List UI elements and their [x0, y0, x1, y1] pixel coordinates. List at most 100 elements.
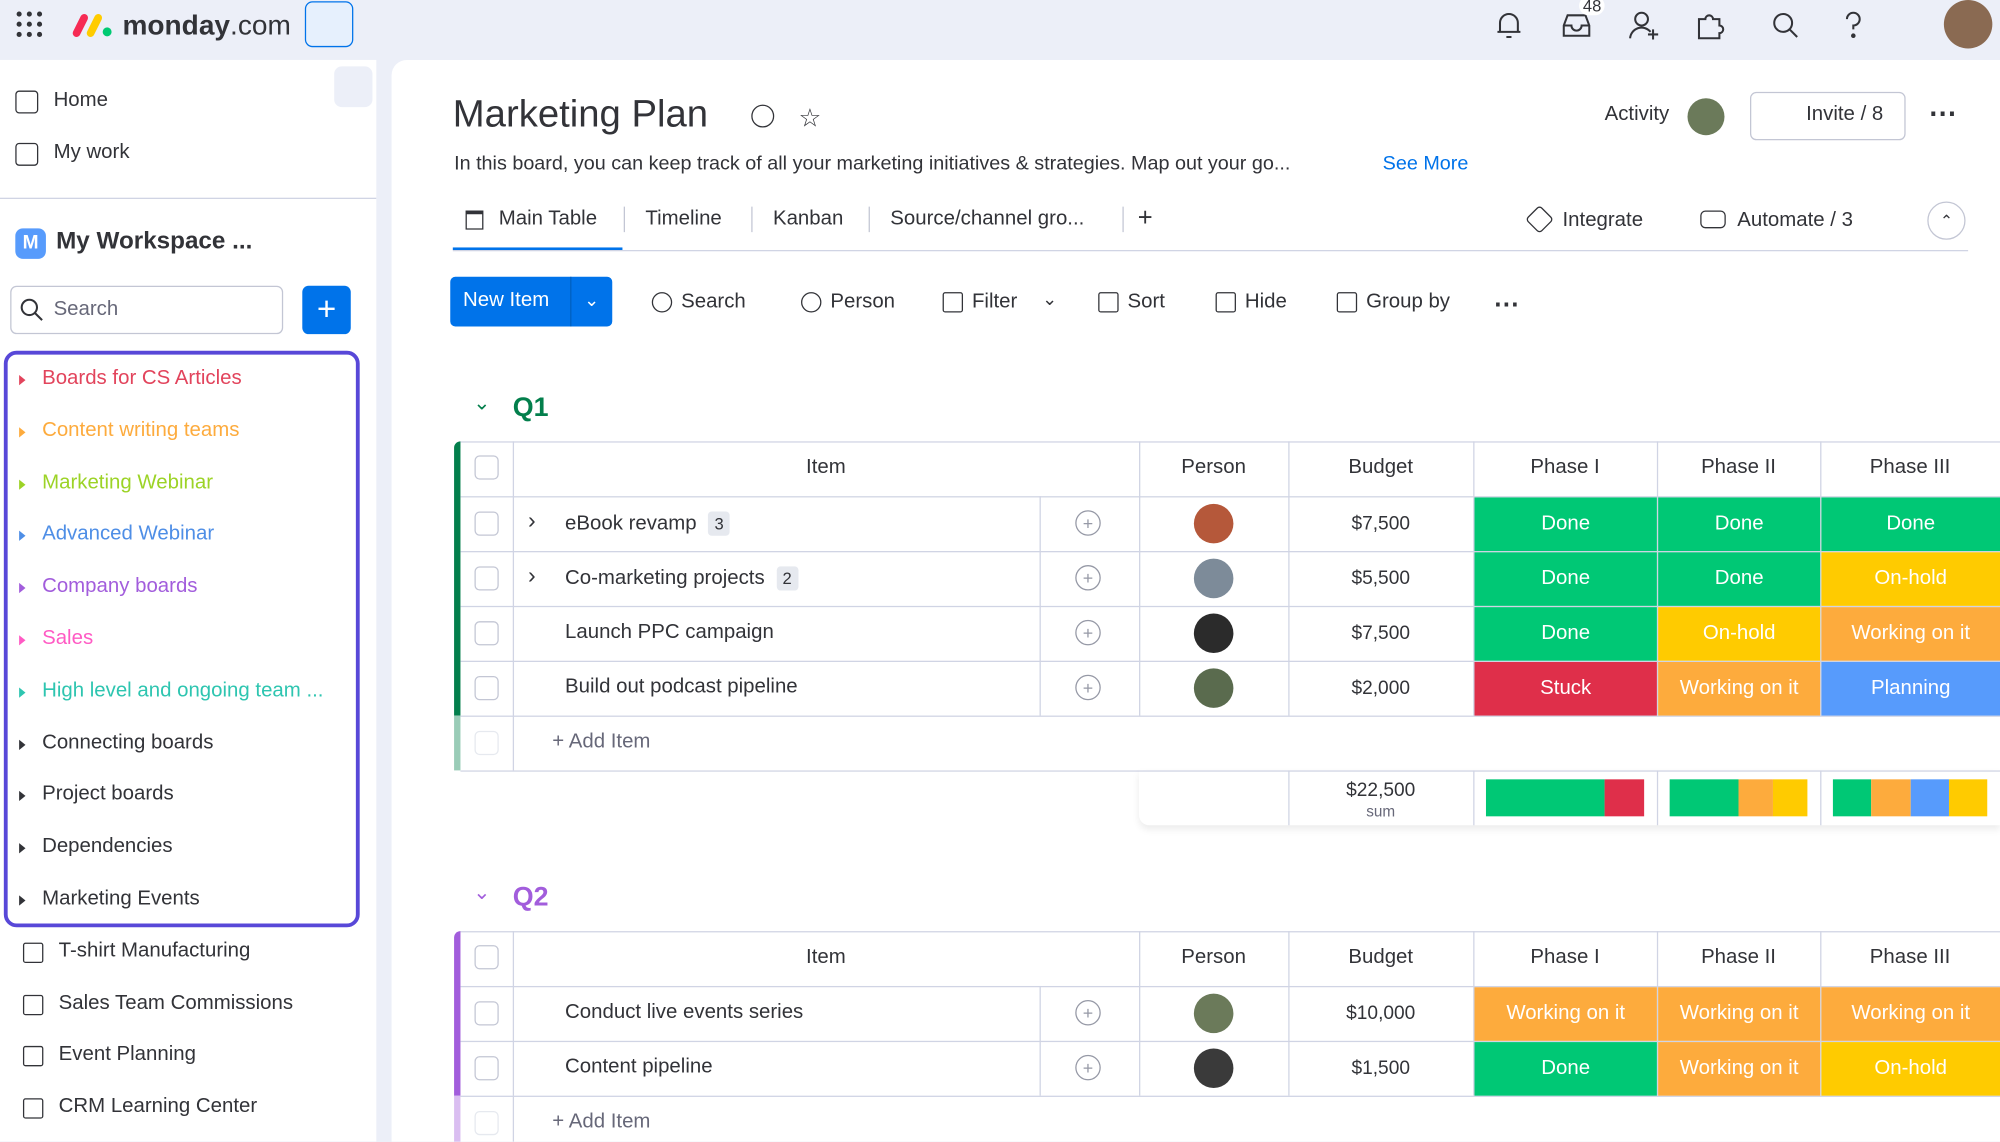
favorite-icon[interactable]: ☆	[798, 104, 822, 133]
folder-name[interactable]: Company boards	[42, 575, 198, 598]
activity[interactable]: Activity	[1604, 103, 1670, 125]
status-cell[interactable]: On-hold	[1821, 1042, 2000, 1096]
board-name[interactable]: Sales Team Commissions	[58, 991, 294, 1014]
apps-icon[interactable]	[13, 8, 46, 41]
add-view[interactable]: +	[1137, 204, 1153, 233]
status-cell[interactable]: Working on it	[1474, 987, 1657, 1041]
expand-subitems[interactable]: ›	[528, 507, 536, 534]
see-more[interactable]: See More	[1382, 153, 1469, 175]
row-checkbox[interactable]	[474, 621, 499, 646]
board-name[interactable]: T-shirt Manufacturing	[58, 940, 251, 962]
new-item-button[interactable]	[450, 276, 613, 327]
nav-item[interactable]: My work	[53, 141, 130, 164]
status-cell[interactable]: Working on it	[1658, 1042, 1821, 1096]
item-name: eBook revamp	[565, 512, 697, 534]
add-update-icon[interactable]: +	[1075, 999, 1101, 1026]
group-name[interactable]: Q2	[512, 882, 549, 912]
toolbar-action[interactable]: Search	[681, 290, 746, 313]
status-cell[interactable]: Working on it	[1658, 661, 1821, 716]
folder-name[interactable]: Marketing Events	[42, 887, 200, 910]
status-cell[interactable]: On-hold	[1658, 607, 1821, 661]
folder-name[interactable]: Connecting boards	[42, 731, 214, 754]
status-cell[interactable]: Working on it	[1821, 987, 2000, 1041]
workspace-name[interactable]: My Workspace ...	[56, 228, 253, 256]
folder-name[interactable]: Advanced Webinar	[42, 523, 215, 546]
add-item[interactable]: + Add Item	[552, 730, 651, 753]
toolbar-action[interactable]: Filter	[971, 290, 1018, 313]
grid-line	[512, 441, 515, 716]
folder-name[interactable]: High level and ongoing team ...	[42, 679, 324, 702]
group-toggle[interactable]: ⌄	[473, 882, 491, 905]
toolbar-action[interactable]: Sort	[1127, 290, 1165, 313]
status-cell[interactable]: Done	[1821, 497, 2000, 552]
help-icon[interactable]	[1837, 9, 1870, 42]
toolbar-action[interactable]: Person	[830, 290, 896, 313]
row-checkbox[interactable]	[474, 676, 499, 701]
folder-name[interactable]: Sales	[42, 627, 94, 650]
add-update-icon[interactable]: +	[1075, 1054, 1101, 1081]
row-checkbox[interactable]	[474, 566, 499, 591]
board-name[interactable]: Event Planning	[58, 1043, 196, 1066]
add-update-icon[interactable]: +	[1075, 619, 1101, 646]
item-cell[interactable]: eBook revamp 3	[565, 511, 731, 536]
inbox-icon[interactable]	[1560, 9, 1593, 42]
row-checkbox[interactable]	[474, 1001, 499, 1026]
add-update-icon[interactable]: +	[1075, 565, 1101, 591]
invite-button[interactable]	[1749, 91, 1906, 141]
board-name[interactable]: CRM Learning Center	[58, 1095, 258, 1118]
collapse-header[interactable]: ⌃	[1927, 201, 1966, 240]
toolbar-action[interactable]: Hide	[1244, 290, 1287, 313]
status-cell[interactable]: Working on it	[1821, 607, 2000, 661]
add-button[interactable]: +	[302, 285, 351, 335]
status-cell[interactable]: Stuck	[1474, 661, 1657, 716]
folder-name[interactable]: Marketing Webinar	[42, 471, 213, 494]
status-cell[interactable]: Done	[1474, 1042, 1657, 1096]
status-cell[interactable]: Done	[1474, 497, 1657, 552]
row-checkbox[interactable]	[474, 1056, 499, 1081]
collapse-sidebar[interactable]	[334, 66, 373, 108]
add-update-icon[interactable]: +	[1075, 510, 1101, 536]
automate[interactable]: Automate / 3	[1737, 209, 1853, 231]
view-tab[interactable]: Main Table	[498, 207, 598, 230]
select-all-checkbox[interactable]	[474, 455, 499, 480]
search-box[interactable]	[10, 285, 284, 335]
item-cell[interactable]: Conduct live events series	[565, 1001, 803, 1024]
invite-member-icon[interactable]	[1628, 9, 1661, 42]
status-cell[interactable]: Working on it	[1658, 987, 1821, 1041]
view-tab[interactable]: Kanban	[772, 207, 844, 230]
status-cell[interactable]: Done	[1658, 552, 1821, 606]
status-cell[interactable]: On-hold	[1821, 552, 2000, 606]
add-item[interactable]: + Add Item	[552, 1110, 651, 1133]
folder-name[interactable]: Dependencies	[42, 835, 173, 858]
status-cell[interactable]: Planning	[1821, 661, 2000, 716]
view-tab[interactable]: Source/channel gro...	[890, 207, 1085, 230]
status-cell[interactable]: Done	[1474, 552, 1657, 606]
item-cell[interactable]: Build out podcast pipeline	[565, 676, 798, 699]
apps-marketplace-icon[interactable]	[1694, 9, 1727, 42]
add-update-icon[interactable]: +	[1075, 674, 1101, 701]
group-toggle[interactable]: ⌄	[473, 392, 491, 415]
search-icon[interactable]	[1769, 9, 1802, 42]
select-all-checkbox[interactable]	[474, 945, 499, 970]
item-cell[interactable]: Content pipeline	[565, 1056, 713, 1079]
user-avatar[interactable]	[1943, 0, 1993, 49]
item-cell[interactable]: Launch PPC campaign	[565, 621, 774, 644]
nav-item[interactable]: Home	[53, 89, 109, 111]
bell-icon[interactable]	[1492, 9, 1525, 42]
integrate[interactable]: Integrate	[1562, 209, 1644, 231]
folder-name[interactable]: Boards for CS Articles	[42, 367, 242, 390]
item-cell[interactable]: Co-marketing projects 2	[565, 566, 799, 591]
view-tab[interactable]: Timeline	[645, 207, 722, 230]
group-name[interactable]: Q1	[512, 392, 549, 423]
expand-subitems[interactable]: ›	[528, 562, 536, 589]
folder-name[interactable]: Content writing teams	[42, 419, 240, 442]
ai-button[interactable]	[304, 1, 354, 48]
status-cell[interactable]: Done	[1474, 607, 1657, 661]
row-checkbox[interactable]	[474, 511, 499, 536]
status-cell[interactable]: Done	[1658, 497, 1821, 552]
folder-name[interactable]: Project boards	[42, 783, 174, 806]
toolbar-action[interactable]: Group by	[1366, 290, 1451, 313]
more-menu[interactable]: ⋯	[1928, 96, 1957, 129]
toolbar-more[interactable]: ⋯	[1493, 290, 1520, 319]
column-header: Person	[1181, 946, 1246, 969]
